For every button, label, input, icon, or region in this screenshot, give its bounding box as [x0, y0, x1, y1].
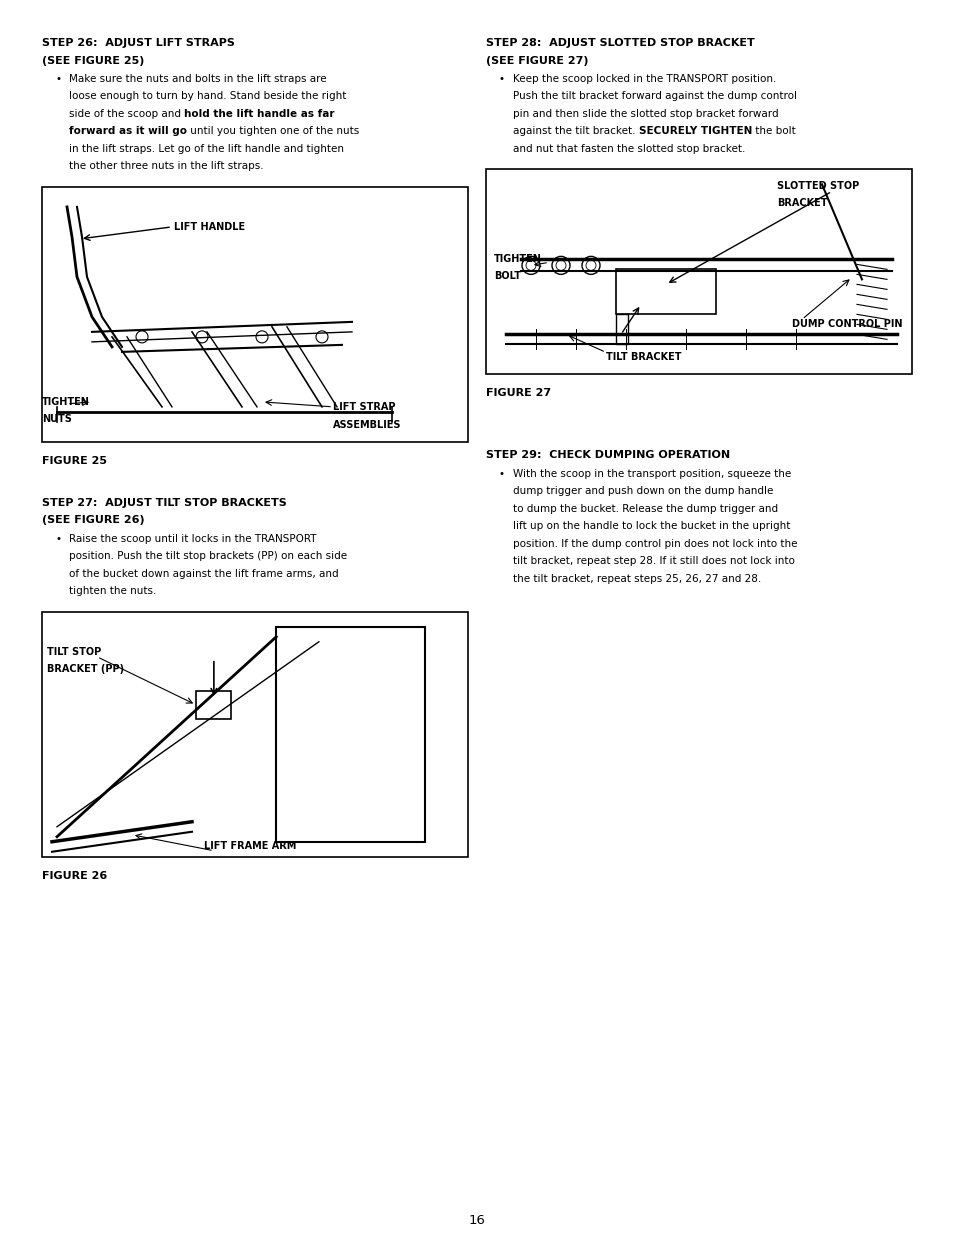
Bar [195, 690, 231, 719]
Bar [42, 611, 468, 857]
Text: •: • [55, 534, 61, 543]
Text: BRACKET (PP): BRACKET (PP) [47, 663, 124, 674]
Text: Make sure the nuts and bolts in the lift straps are: Make sure the nuts and bolts in the lift… [69, 74, 326, 84]
Text: of the bucket down against the lift frame arms, and: of the bucket down against the lift fram… [69, 569, 338, 579]
Text: SECURELY TIGHTEN: SECURELY TIGHTEN [639, 126, 751, 136]
Text: hold the lift handle as far: hold the lift handle as far [184, 109, 335, 119]
Text: the bolt: the bolt [751, 126, 795, 136]
Text: pin and then slide the slotted stop bracket forward: pin and then slide the slotted stop brac… [513, 109, 778, 119]
Text: the other three nuts in the lift straps.: the other three nuts in the lift straps. [69, 162, 263, 172]
Text: STEP 27:  ADJUST TILT STOP BRACKETS: STEP 27: ADJUST TILT STOP BRACKETS [42, 498, 287, 508]
Text: FIGURE 26: FIGURE 26 [42, 871, 107, 881]
Text: (SEE FIGURE 25): (SEE FIGURE 25) [42, 56, 144, 65]
Text: DUMP CONTROL PIN: DUMP CONTROL PIN [791, 320, 902, 330]
Text: TILT BRACKET: TILT BRACKET [605, 352, 680, 362]
Bar [276, 626, 425, 842]
Text: (SEE FIGURE 27): (SEE FIGURE 27) [485, 56, 588, 65]
Text: •: • [55, 74, 61, 84]
Text: ASSEMBLIES: ASSEMBLIES [333, 420, 401, 430]
Text: BOLT: BOLT [494, 272, 520, 282]
Text: TIGHTEN: TIGHTEN [494, 254, 541, 264]
Text: FIGURE 25: FIGURE 25 [42, 456, 107, 466]
Text: lift up on the handle to lock the bucket in the upright: lift up on the handle to lock the bucket… [513, 521, 789, 531]
Text: Push the tilt bracket forward against the dump control: Push the tilt bracket forward against th… [513, 91, 796, 101]
Text: STEP 26:  ADJUST LIFT STRAPS: STEP 26: ADJUST LIFT STRAPS [42, 38, 234, 48]
Text: Keep the scoop locked in the TRANSPORT position.: Keep the scoop locked in the TRANSPORT p… [513, 74, 776, 84]
Text: SLOTTED STOP: SLOTTED STOP [776, 182, 859, 191]
Text: Raise the scoop until it locks in the TRANSPORT: Raise the scoop until it locks in the TR… [69, 534, 316, 543]
Text: •: • [498, 469, 504, 479]
Bar [616, 269, 716, 315]
Text: •: • [498, 74, 504, 84]
Text: position. Push the tilt stop brackets (PP) on each side: position. Push the tilt stop brackets (P… [69, 551, 347, 561]
Text: LIFT HANDLE: LIFT HANDLE [173, 222, 245, 232]
Text: against the tilt bracket.: against the tilt bracket. [513, 126, 639, 136]
Text: loose enough to turn by hand. Stand beside the right: loose enough to turn by hand. Stand besi… [69, 91, 346, 101]
Text: NUTS: NUTS [42, 414, 71, 424]
Text: dump trigger and push down on the dump handle: dump trigger and push down on the dump h… [513, 487, 773, 496]
Text: 16: 16 [468, 1214, 485, 1226]
Text: BRACKET: BRACKET [776, 199, 826, 209]
Text: to dump the bucket. Release the dump trigger and: to dump the bucket. Release the dump tri… [513, 504, 778, 514]
Text: (SEE FIGURE 26): (SEE FIGURE 26) [42, 515, 145, 525]
Text: tighten the nuts.: tighten the nuts. [69, 587, 156, 597]
Text: the tilt bracket, repeat steps 25, 26, 27 and 28.: the tilt bracket, repeat steps 25, 26, 2… [513, 574, 760, 584]
Text: forward as it will go: forward as it will go [69, 126, 187, 136]
Text: and nut that fasten the slotted stop bracket.: and nut that fasten the slotted stop bra… [513, 143, 744, 154]
Text: side of the scoop and: side of the scoop and [69, 109, 184, 119]
Text: LIFT FRAME ARM: LIFT FRAME ARM [204, 841, 296, 851]
Text: tilt bracket, repeat step 28. If it still does not lock into: tilt bracket, repeat step 28. If it stil… [513, 556, 794, 567]
Bar [616, 315, 627, 345]
Text: TIGHTEN: TIGHTEN [42, 396, 90, 406]
Bar [42, 186, 468, 442]
Text: TILT STOP: TILT STOP [47, 647, 101, 657]
Text: With the scoop in the transport position, squeeze the: With the scoop in the transport position… [513, 469, 790, 479]
Text: position. If the dump control pin does not lock into the: position. If the dump control pin does n… [513, 538, 797, 548]
Text: in the lift straps. Let go of the lift handle and tighten: in the lift straps. Let go of the lift h… [69, 143, 344, 154]
Text: STEP 28:  ADJUST SLOTTED STOP BRACKET: STEP 28: ADJUST SLOTTED STOP BRACKET [485, 38, 754, 48]
Bar [485, 169, 911, 374]
Text: FIGURE 27: FIGURE 27 [485, 388, 551, 399]
Text: until you tighten one of the nuts: until you tighten one of the nuts [187, 126, 359, 136]
Text: LIFT STRAP: LIFT STRAP [333, 401, 395, 412]
Text: STEP 29:  CHECK DUMPING OPERATION: STEP 29: CHECK DUMPING OPERATION [485, 451, 729, 461]
